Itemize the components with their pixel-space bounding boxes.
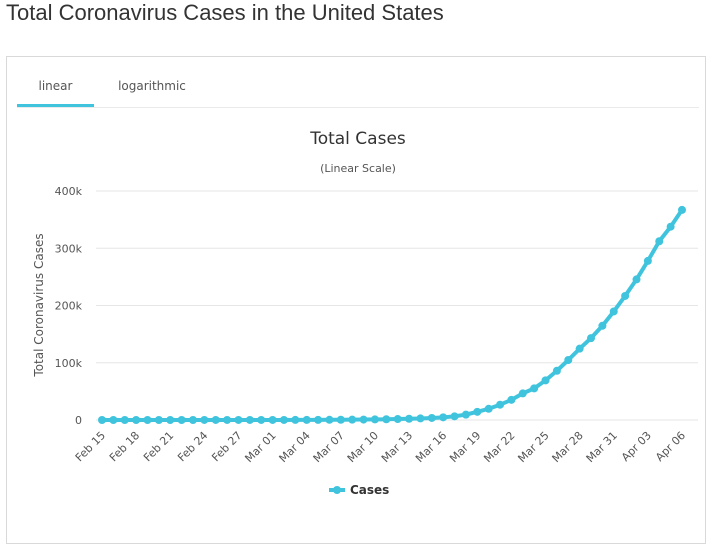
x-tick-label: Mar 01: [242, 429, 278, 465]
data-point[interactable]: [177, 415, 186, 424]
data-point[interactable]: [200, 415, 209, 424]
y-tick-label: 100k: [55, 357, 83, 370]
data-point[interactable]: [416, 414, 425, 423]
data-point[interactable]: [245, 415, 254, 424]
chart-panel: linear logarithmic: [6, 56, 706, 544]
data-point[interactable]: [268, 415, 277, 424]
data-point[interactable]: [370, 415, 379, 424]
data-point[interactable]: [143, 415, 152, 424]
data-point[interactable]: [587, 334, 596, 343]
data-point[interactable]: [518, 389, 527, 398]
legend-marker: [333, 486, 341, 494]
data-point[interactable]: [666, 222, 675, 231]
x-tick-label: Mar 31: [584, 429, 620, 465]
y-tick-label: 200k: [55, 300, 83, 313]
data-point[interactable]: [98, 415, 106, 424]
x-tick-label: Mar 10: [345, 429, 381, 465]
x-tick-label: Feb 27: [209, 429, 244, 464]
data-point[interactable]: [314, 415, 323, 424]
data-point[interactable]: [291, 415, 300, 424]
data-point[interactable]: [496, 400, 505, 409]
data-point[interactable]: [473, 407, 482, 416]
grid-lines: [96, 190, 698, 421]
y-tick-label: 300k: [55, 242, 83, 255]
data-point[interactable]: [530, 384, 539, 393]
tab-linear[interactable]: linear: [17, 71, 94, 107]
data-point[interactable]: [598, 321, 607, 330]
x-tick-label: Mar 25: [515, 429, 551, 465]
data-point[interactable]: [257, 415, 266, 424]
x-tick-label: Mar 16: [413, 429, 449, 465]
data-point[interactable]: [575, 344, 584, 353]
x-tick-label: Apr 06: [653, 429, 688, 464]
data-point[interactable]: [223, 415, 232, 424]
data-point[interactable]: [211, 415, 220, 424]
x-tick-label: Apr 03: [619, 429, 654, 464]
data-point[interactable]: [393, 415, 402, 424]
data-point[interactable]: [359, 415, 368, 424]
data-point[interactable]: [132, 415, 141, 424]
series-markers: [98, 205, 686, 424]
data-point[interactable]: [609, 307, 618, 316]
y-tick-label: 0: [75, 414, 82, 427]
data-point[interactable]: [336, 415, 345, 424]
data-point[interactable]: [632, 275, 641, 284]
chart-tabs: linear logarithmic: [17, 71, 699, 108]
data-point[interactable]: [643, 256, 652, 265]
x-tick-label: Mar 19: [447, 429, 483, 465]
x-tick-label: Feb 18: [107, 429, 142, 464]
y-axis-ticks: 0 100k 200k 300k 400k: [55, 185, 83, 427]
data-point[interactable]: [564, 356, 573, 365]
data-point[interactable]: [552, 366, 561, 375]
data-point[interactable]: [325, 415, 334, 424]
x-tick-label: Mar 13: [379, 429, 415, 465]
data-point[interactable]: [621, 291, 630, 300]
x-tick-label: Mar 28: [550, 429, 586, 465]
page-title: Total Coronavirus Cases in the United St…: [6, 0, 444, 25]
chart-title: Total Cases: [309, 129, 406, 149]
x-tick-label: Mar 07: [311, 429, 347, 465]
data-point[interactable]: [484, 404, 493, 413]
data-point[interactable]: [302, 415, 311, 424]
series-line-cases: [100, 207, 684, 422]
y-tick-label: 400k: [55, 185, 83, 198]
y-axis-title: Total Coronavirus Cases: [32, 233, 46, 377]
x-tick-label: Mar 04: [277, 429, 313, 465]
data-point[interactable]: [234, 415, 243, 424]
x-tick-label: Feb 24: [175, 429, 210, 464]
data-point[interactable]: [188, 415, 197, 424]
data-point[interactable]: [382, 415, 391, 424]
x-tick-label: Mar 22: [481, 429, 517, 465]
data-point[interactable]: [541, 376, 550, 385]
tab-logarithmic[interactable]: logarithmic: [118, 79, 186, 93]
data-point[interactable]: [439, 413, 448, 422]
data-point[interactable]: [678, 205, 686, 214]
data-point[interactable]: [461, 410, 470, 419]
data-point[interactable]: [348, 415, 357, 424]
x-tick-label: Feb 21: [141, 429, 176, 464]
data-point[interactable]: [279, 415, 288, 424]
data-point[interactable]: [427, 413, 436, 422]
data-point[interactable]: [166, 415, 175, 424]
data-point[interactable]: [109, 415, 118, 424]
x-tick-label: Feb 15: [73, 429, 108, 464]
data-point[interactable]: [120, 415, 129, 424]
chart-subtitle: (Linear Scale): [320, 162, 396, 175]
data-point[interactable]: [655, 237, 664, 246]
data-point[interactable]: [507, 395, 516, 404]
data-point[interactable]: [154, 415, 163, 424]
legend[interactable]: Cases: [329, 483, 389, 497]
data-point[interactable]: [405, 414, 414, 423]
data-point[interactable]: [450, 412, 459, 421]
legend-label-cases: Cases: [350, 483, 389, 497]
